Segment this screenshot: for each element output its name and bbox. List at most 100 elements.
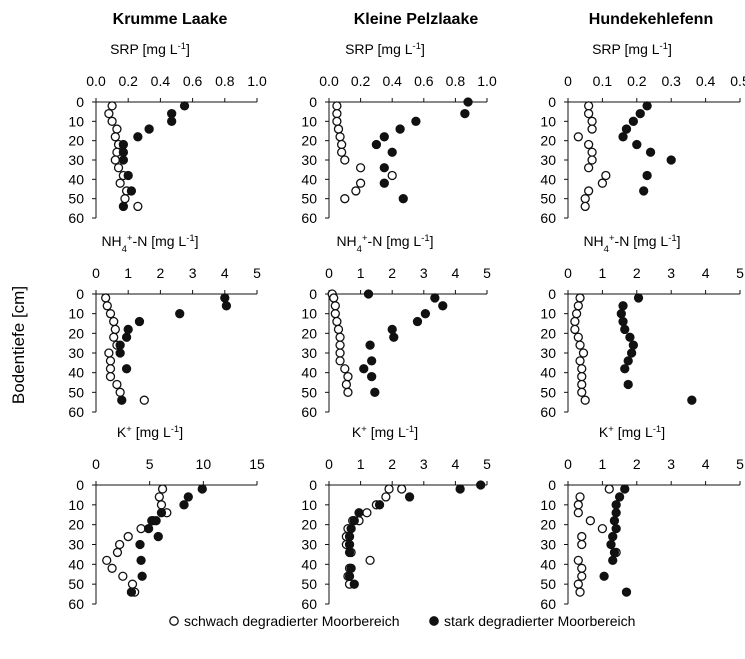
panel-1-1-open-point-13 [133, 201, 143, 212]
panel-2-1-open-point-7 [104, 348, 114, 358]
panel-1-1-open-point-7 [110, 155, 120, 165]
panel-3-3-y-tick-label-0: 0 [548, 477, 556, 493]
panel-3-3-open-point-11 [577, 571, 587, 581]
panel-3-3-filled-point-4 [609, 516, 620, 526]
panel-1-2-open-point-12 [340, 194, 350, 204]
panel-1-1-x-tick-label-5: 1.0 [247, 73, 267, 89]
panel-3-3-open-point-4 [585, 516, 596, 526]
panel-1-3-open-point-2 [587, 116, 597, 126]
panel-2-2-filled-point-4 [412, 316, 423, 327]
panel-3-1-filled-point-8 [135, 539, 145, 550]
panel-1-3-y-tick-label-6: 60 [540, 210, 556, 226]
panel-3-3-filled-point-0 [620, 484, 630, 494]
panel-1-2-filled-point-1 [460, 108, 470, 119]
panel-3-2-filled-point-12 [349, 579, 359, 589]
panel-2-2-x-tick-label-2: 2 [388, 265, 396, 281]
panel-2-2-open-point-8 [335, 348, 345, 358]
panel-1-3-open-point-8 [583, 163, 594, 173]
panel-1-2-open-point-0 [332, 101, 342, 111]
panel-3-2-open-point-11 [365, 555, 375, 566]
panel-3-3-x-tick-label-3: 3 [667, 456, 675, 472]
panel-2-2-open-point-9 [335, 356, 345, 366]
panel-2-2-filled-point-3 [420, 309, 431, 319]
panel-2-3-open-point-7 [578, 348, 589, 358]
panel-1-3-x-tick-label-1: 0.1 [593, 73, 613, 89]
legend-marker-filled [429, 616, 439, 626]
panel-1-1-filled-point-0 [179, 101, 190, 111]
panel-3-3-filled-point-2 [611, 500, 621, 510]
panel-1-1-filled-point-2 [167, 116, 177, 126]
panel-2-3-y-tick-label-4: 40 [540, 365, 556, 381]
panel-2-2-open-point-2 [330, 301, 340, 311]
panel-1-1-filled-point-10 [118, 201, 129, 212]
site-title-kleine-pelzlaake: Kleine Pelzlaake [354, 11, 479, 28]
legend-marker-open [169, 616, 179, 626]
panel-2-1-open-point-5 [109, 332, 119, 342]
panel-1-2-open-point-4 [335, 132, 345, 142]
panel-1-1-open-point-3 [112, 124, 122, 134]
panel-1-1-filled-point-4 [133, 132, 143, 142]
panel-3-2-x-tick-label-1: 1 [357, 456, 365, 472]
panel-3-3-x-tick-label-4: 4 [702, 456, 710, 472]
panel-1-2-title: SRP [mg L-1] [345, 41, 425, 58]
panel-2-3-x-tick-label-2: 2 [633, 265, 641, 281]
panel-2-1-filled-point-4 [123, 324, 133, 335]
panel-3-1-open-point-5 [136, 523, 146, 534]
panel-3-1-filled-point-2 [179, 500, 189, 510]
panel-3-2-filled-point-10 [346, 563, 356, 573]
panel-2-2-y-tick-label-4: 40 [301, 365, 317, 381]
panel-2-3-filled-point-8 [623, 356, 633, 366]
panel-2-1-open-point-3 [109, 316, 119, 327]
panel-3-3-open-point-5 [597, 523, 608, 534]
panel-1-3-open-point-11 [583, 186, 594, 196]
panel-2-3-open-point-0 [575, 293, 585, 303]
panel-3-2-open-point-1 [397, 484, 407, 494]
panel-3-3-filled-point-1 [614, 492, 625, 502]
panel-3-1-y-tick-label-0: 0 [76, 477, 84, 493]
panel-3-3-filled-point-9 [608, 555, 618, 566]
panel-3-3-x-tick-label-1: 1 [599, 456, 607, 472]
panel-1-1-x-tick-label-0: 0.0 [86, 73, 106, 89]
panel-3-2-x-tick-label-3: 3 [420, 456, 428, 472]
panel-2-2-open-point-13 [343, 387, 353, 397]
panel-3-3-open-point-12 [573, 579, 583, 589]
panel-1-1: SRP [mg L-1]0.0 0.2 0.4 0.6 0.8 1.0 0 10 20 30 40 5… [68, 41, 267, 227]
panel-3-3-x-tick-label-5: 5 [736, 456, 744, 472]
panel-3-2-y-tick-label-0: 0 [309, 477, 317, 493]
panel-1-2-filled-point-4 [379, 132, 389, 142]
panel-2-2-filled-point-9 [359, 364, 369, 374]
panel-3-1-filled-point-6 [143, 523, 154, 534]
panel-2-2-y-tick-label-2: 20 [301, 325, 317, 341]
panel-2-2-y-tick-label-1: 10 [301, 306, 317, 322]
panel-2-3-filled-point-3 [618, 316, 628, 327]
panel-2-3-filled-point-4 [620, 324, 630, 335]
panel-2-2-filled-point-7 [365, 340, 375, 350]
panel-2-1-open-point-12 [115, 387, 125, 397]
panel-1-3-open-point-1 [583, 108, 594, 119]
panel-2-1-y-tick-label-1: 10 [68, 306, 84, 322]
panel-3-1-y-tick-label-2: 20 [68, 517, 84, 533]
panel-2-3-open-point-2 [571, 309, 582, 319]
panel-2-2-open-point-12 [341, 379, 352, 390]
panel-2-3-x-tick-label-5: 5 [736, 265, 744, 281]
panel-2-3-open-point-5 [573, 332, 583, 342]
panel-2-1-open-point-11 [112, 379, 122, 390]
panel-3-1-filled-point-1 [183, 492, 193, 502]
panel-1-3-filled-point-6 [645, 147, 656, 157]
panel-1-1-y-tick-label-1: 10 [68, 113, 84, 129]
panel-2-3-open-point-6 [575, 340, 585, 350]
panel-1-3-y-tick-label-2: 20 [540, 133, 556, 149]
panel-3-3-open-point-13 [575, 587, 585, 597]
panel-3-3-filled-point-8 [609, 547, 620, 558]
panel-1-3-filled-point-4 [618, 132, 628, 142]
panel-1-3-x-tick-label-0: 0 [564, 73, 572, 89]
panel-3-2-x-tick-label-5: 5 [483, 456, 491, 472]
panel-3-2-filled-point-1 [455, 484, 465, 494]
panel-3-2-filled-point-0 [476, 480, 486, 490]
panel-3-3-open-point-2 [573, 500, 583, 510]
panel-2-1-filled-point-7 [115, 348, 125, 358]
panel-1-3-filled-point-5 [632, 139, 642, 150]
panel-2-1-open-point-0 [101, 293, 111, 303]
panel-1-1-y-tick-label-4: 40 [68, 171, 84, 187]
